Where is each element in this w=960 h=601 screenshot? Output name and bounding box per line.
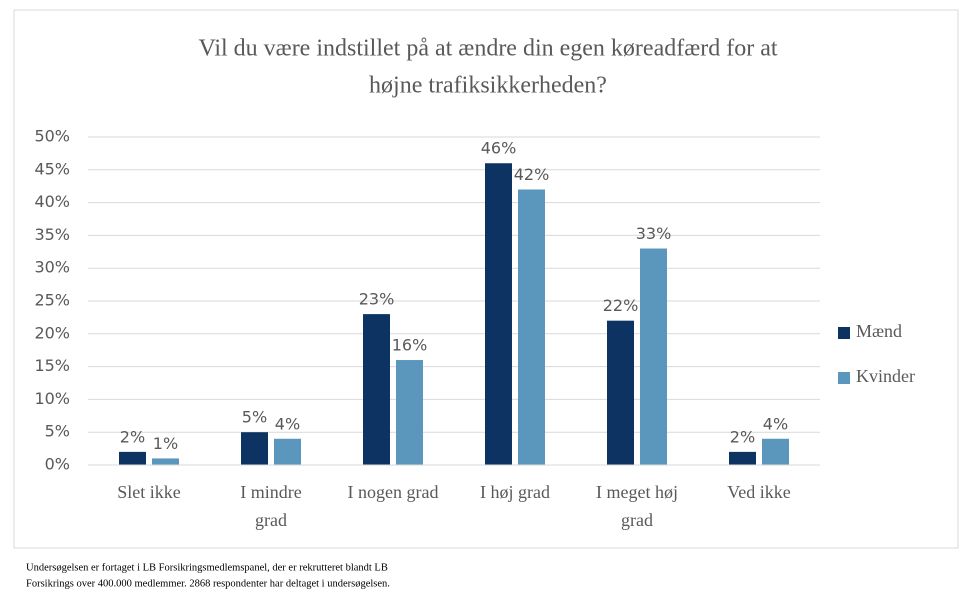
data-label: 33% xyxy=(636,224,672,243)
legend-label: Mænd xyxy=(856,321,902,341)
y-tick-label: 35% xyxy=(34,225,70,244)
y-tick-label: 30% xyxy=(34,258,70,277)
bar xyxy=(485,163,512,466)
data-label: 1% xyxy=(153,434,178,453)
bar xyxy=(396,360,423,465)
x-tick-label: Ved ikke xyxy=(727,482,790,502)
y-tick-label: 5% xyxy=(45,422,70,441)
y-tick-label: 0% xyxy=(45,455,70,474)
bar xyxy=(762,438,789,465)
y-tick-label: 20% xyxy=(34,323,70,342)
bar xyxy=(729,451,756,465)
x-tick-label: I mindre xyxy=(240,482,301,502)
y-tick-label: 45% xyxy=(34,159,70,178)
chart-title: Vil du være indstillet på at ændre din e… xyxy=(198,36,777,62)
bar xyxy=(274,438,301,465)
data-label: 2% xyxy=(730,427,755,446)
y-tick-label: 25% xyxy=(34,291,70,310)
x-tick-label: grad xyxy=(255,510,287,530)
y-tick-label: 15% xyxy=(34,356,70,375)
x-tick-label: I nogen grad xyxy=(348,482,439,502)
bar xyxy=(152,458,179,465)
data-label: 5% xyxy=(242,408,267,427)
bar xyxy=(607,320,634,465)
bar xyxy=(119,451,146,465)
bar xyxy=(363,314,390,465)
data-label: 4% xyxy=(763,414,788,433)
x-tick-label: I meget høj xyxy=(596,482,678,502)
data-label: 22% xyxy=(603,296,639,315)
bar xyxy=(241,432,268,465)
y-tick-label: 10% xyxy=(34,389,70,408)
x-tick-label: Slet ikke xyxy=(117,482,181,502)
y-tick-label: 50% xyxy=(34,127,70,146)
legend-label: Kvinder xyxy=(856,366,915,386)
bar xyxy=(640,248,667,465)
data-label: 4% xyxy=(275,414,300,433)
y-tick-label: 40% xyxy=(34,192,70,211)
chart-title: højne trafiksikkerheden? xyxy=(369,73,607,99)
data-label: 23% xyxy=(359,290,395,309)
data-label: 46% xyxy=(481,139,517,158)
x-tick-label: I høj grad xyxy=(480,482,550,502)
data-label: 42% xyxy=(514,165,550,184)
legend-swatch xyxy=(838,372,850,384)
legend-swatch xyxy=(838,327,850,339)
footnote: Forsikrings over 400.000 medlemmer. 2868… xyxy=(26,578,390,589)
data-label: 16% xyxy=(392,336,428,355)
data-label: 2% xyxy=(120,427,145,446)
bar xyxy=(518,189,545,466)
footnote: Undersøgelsen er fortaget i LB Forsikrin… xyxy=(26,562,388,573)
x-tick-label: grad xyxy=(621,510,653,530)
